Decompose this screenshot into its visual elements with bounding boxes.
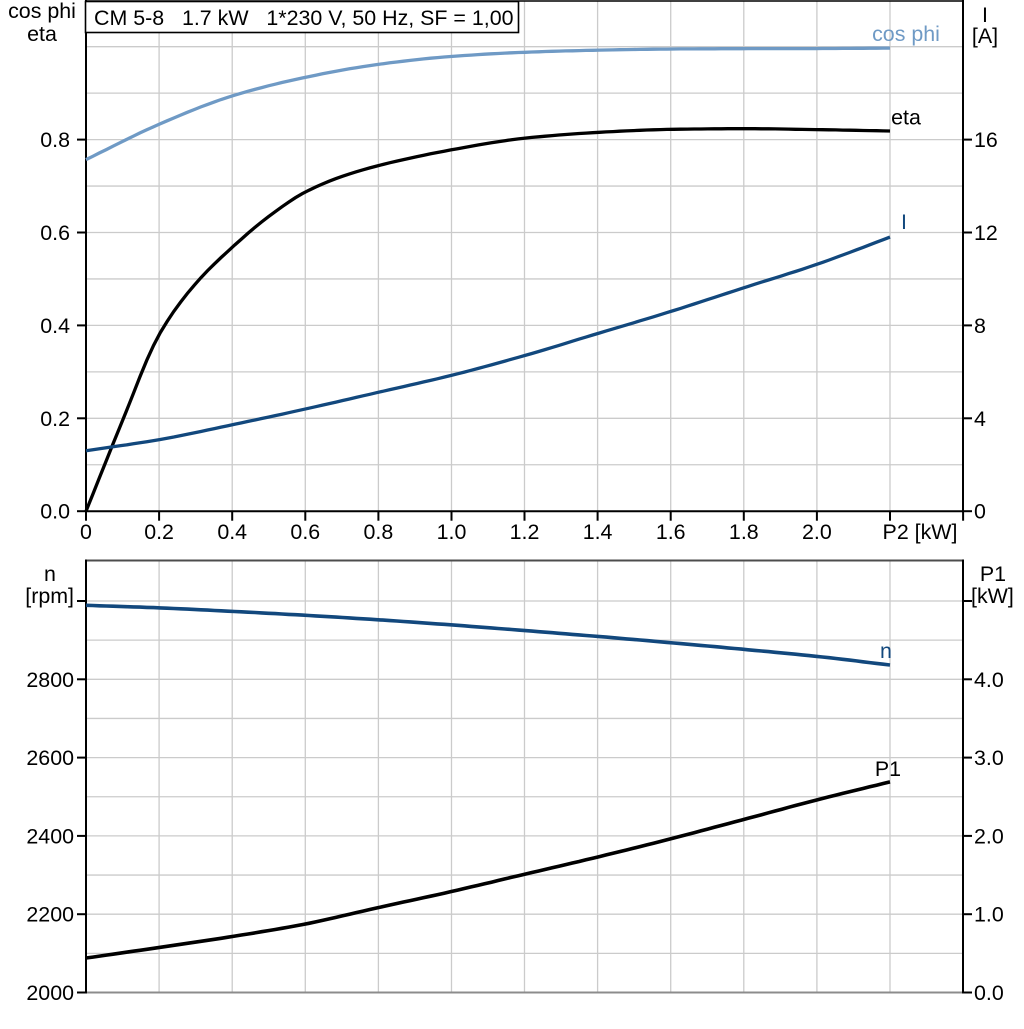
- svg-text:I: I: [982, 3, 988, 27]
- svg-text:1.4: 1.4: [583, 520, 613, 544]
- svg-text:16: 16: [974, 128, 998, 152]
- svg-text:2800: 2800: [26, 668, 74, 692]
- svg-text:eta: eta: [891, 106, 921, 130]
- svg-text:[rpm]: [rpm]: [25, 584, 74, 608]
- svg-text:eta: eta: [27, 22, 57, 46]
- svg-text:I: I: [901, 210, 907, 234]
- svg-text:12: 12: [974, 221, 998, 245]
- svg-text:n: n: [880, 639, 892, 663]
- svg-text:0.6: 0.6: [290, 520, 320, 544]
- svg-text:8: 8: [974, 314, 986, 338]
- svg-text:cos phi: cos phi: [872, 22, 940, 46]
- svg-text:cos phi: cos phi: [8, 0, 76, 23]
- svg-text:1.0: 1.0: [974, 903, 1004, 927]
- svg-text:1.6: 1.6: [656, 520, 686, 544]
- svg-text:2.0: 2.0: [974, 824, 1004, 848]
- svg-text:2200: 2200: [26, 903, 74, 927]
- svg-text:0.4: 0.4: [217, 520, 247, 544]
- svg-text:2000: 2000: [26, 981, 74, 1005]
- svg-text:0.6: 0.6: [40, 221, 70, 245]
- svg-text:3.0: 3.0: [974, 746, 1004, 770]
- svg-text:n: n: [44, 562, 56, 586]
- svg-text:2400: 2400: [26, 824, 74, 848]
- svg-text:0.0: 0.0: [974, 981, 1004, 1005]
- svg-text:[A]: [A]: [972, 24, 998, 48]
- svg-text:P1: P1: [875, 757, 901, 781]
- svg-text:4: 4: [974, 407, 986, 431]
- svg-text:0.2: 0.2: [144, 520, 174, 544]
- svg-text:2.0: 2.0: [802, 520, 832, 544]
- svg-text:4.0: 4.0: [974, 668, 1004, 692]
- svg-text:1.2: 1.2: [510, 520, 540, 544]
- svg-text:P1: P1: [980, 562, 1006, 586]
- svg-text:0.8: 0.8: [40, 128, 70, 152]
- svg-text:P2 [kW]: P2 [kW]: [883, 520, 958, 544]
- svg-text:0: 0: [974, 500, 986, 524]
- svg-text:0.8: 0.8: [364, 520, 394, 544]
- svg-text:1.0: 1.0: [437, 520, 467, 544]
- svg-text:0.4: 0.4: [40, 314, 70, 338]
- svg-text:0.0: 0.0: [40, 500, 70, 524]
- svg-text:0.2: 0.2: [40, 407, 70, 431]
- svg-text:1.8: 1.8: [729, 520, 759, 544]
- svg-text:[kW]: [kW]: [971, 584, 1014, 608]
- svg-text:0: 0: [80, 520, 92, 544]
- svg-text:2600: 2600: [26, 746, 74, 770]
- svg-text:CM 5-8 1.7 kW 1*230 V, 50: CM 5-8 1.7 kW 1*230 V, 50 Hz, SF = 1,00: [94, 6, 514, 30]
